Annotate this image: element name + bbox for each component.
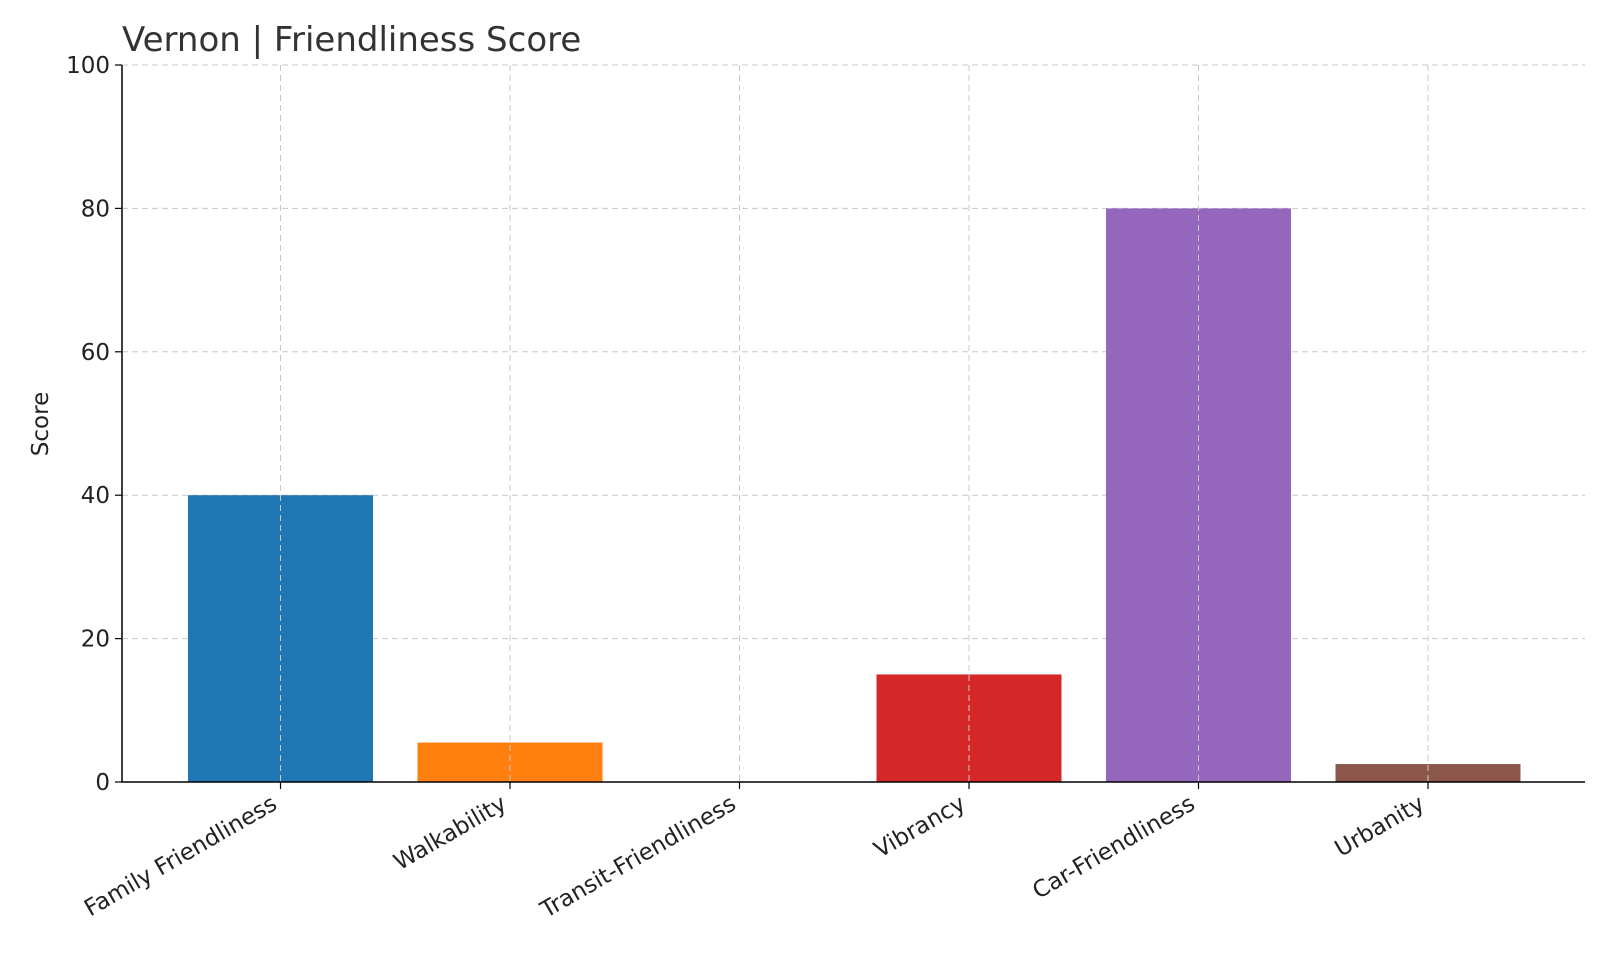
x-tick-label: Urbanity [1331, 791, 1429, 863]
x-tick-label: Transit-Friendliness [535, 791, 740, 924]
x-tick-label: Car-Friendliness [1028, 791, 1199, 905]
x-tick-label: Vibrancy [870, 791, 970, 864]
y-tick-label: 40 [81, 483, 110, 509]
y-tick-label: 80 [81, 196, 110, 222]
bar-urbanity [1335, 764, 1521, 782]
y-tick-label: 0 [95, 770, 110, 796]
y-axis-label: Score [28, 392, 54, 456]
x-tick-label: Walkability [390, 791, 511, 876]
chart-title: Vernon | Friendliness Score [122, 20, 581, 60]
axes [121, 65, 1585, 783]
y-ticks: 0 20 40 60 80 100 [66, 53, 122, 796]
y-tick-label: 60 [81, 340, 110, 366]
x-tick-label: Family Friendliness [80, 791, 281, 922]
bars [188, 65, 1521, 782]
y-tick-label: 20 [81, 627, 110, 653]
x-ticks: Family Friendliness Walkability Transit-Fr… [80, 782, 1429, 924]
y-tick-label: 100 [66, 53, 110, 79]
